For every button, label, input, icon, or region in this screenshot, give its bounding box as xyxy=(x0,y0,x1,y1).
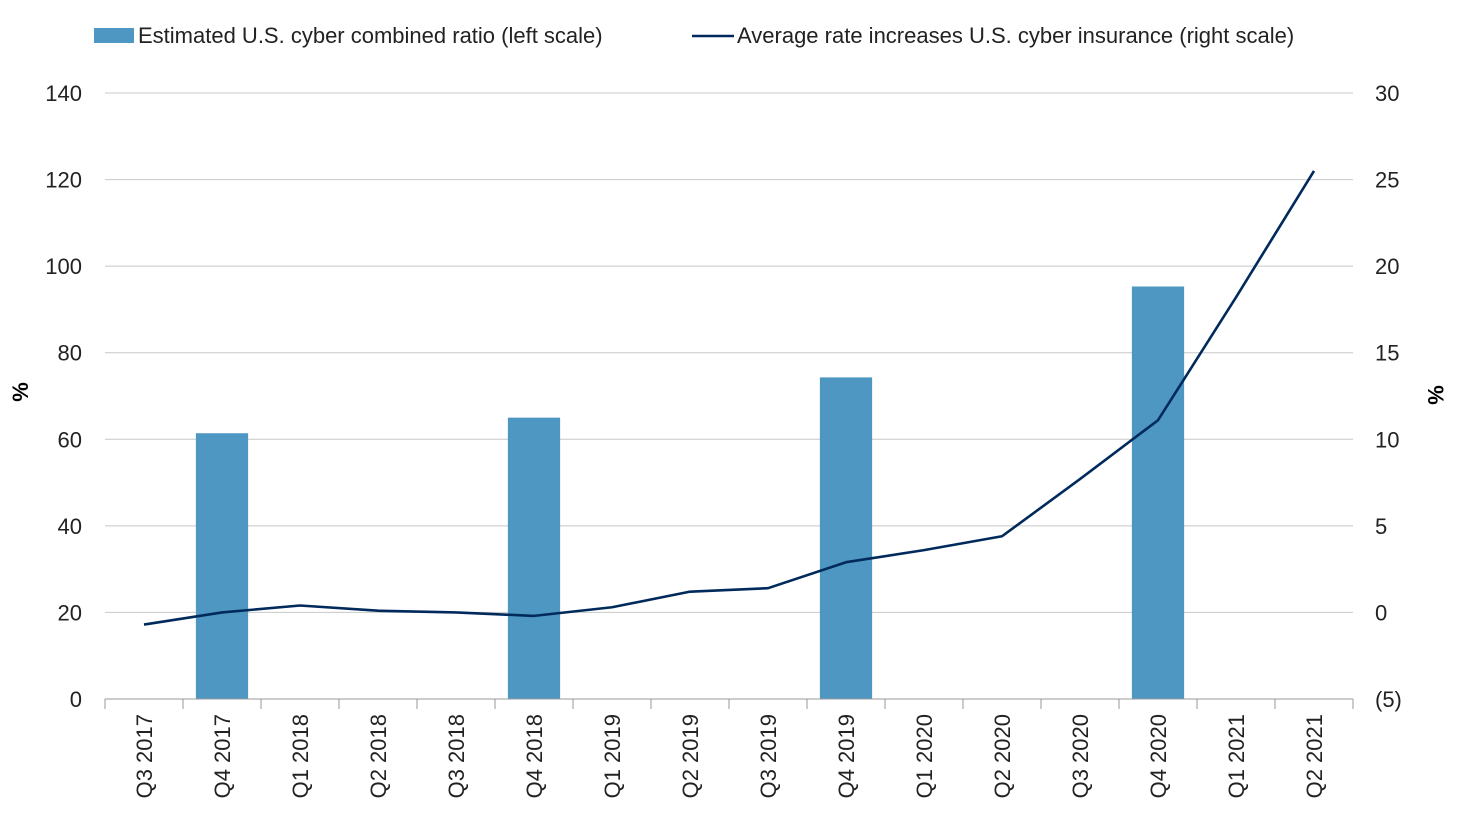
bar-q4-2017 xyxy=(195,433,249,699)
left-tick-label: 40 xyxy=(58,514,82,539)
right-tick-label: (5) xyxy=(1375,687,1402,712)
x-tick-label: Q2 2020 xyxy=(990,714,1015,798)
left-tick-label: 120 xyxy=(45,168,82,193)
x-tick-label: Q4 2020 xyxy=(1146,714,1171,798)
right-tick-label: 5 xyxy=(1375,514,1387,539)
x-tick-label: Q3 2017 xyxy=(132,714,157,798)
x-tick-label: Q4 2017 xyxy=(210,714,235,798)
left-tick-label: 100 xyxy=(45,254,82,279)
x-tick-label: Q1 2021 xyxy=(1224,714,1249,798)
legend-bar-swatch xyxy=(94,28,134,43)
right-axis-title: % xyxy=(1423,385,1448,405)
x-axis xyxy=(104,698,1354,709)
legend-bar-label: Estimated U.S. cyber combined ratio (lef… xyxy=(138,23,603,48)
left-y-axis-ticks: 0 20 40 60 80 100 120 140 xyxy=(45,81,82,712)
right-tick-label: 20 xyxy=(1375,254,1399,279)
right-tick-label: 0 xyxy=(1375,600,1387,625)
x-tick-label: Q1 2020 xyxy=(912,714,937,798)
x-tick-label: Q3 2018 xyxy=(444,714,469,798)
right-tick-label: 25 xyxy=(1375,168,1399,193)
bar-q4-2019 xyxy=(819,377,873,699)
legend-line-label: Average rate increases U.S. cyber insura… xyxy=(737,23,1294,48)
left-tick-label: 0 xyxy=(70,687,82,712)
bar-q4-2018 xyxy=(507,417,561,699)
x-tick-label: Q4 2018 xyxy=(522,714,547,798)
left-tick-label: 80 xyxy=(58,341,82,366)
x-tick-label: Q3 2020 xyxy=(1068,714,1093,798)
x-tick-label: Q4 2019 xyxy=(834,714,859,798)
left-axis-title: % xyxy=(8,382,33,402)
left-tick-label: 60 xyxy=(58,427,82,452)
right-tick-label: 15 xyxy=(1375,341,1399,366)
left-tick-label: 140 xyxy=(45,81,82,106)
bar-q4-2020 xyxy=(1131,286,1185,699)
x-axis-ticks: Q3 2017 Q4 2017 Q1 2018 Q2 2018 Q3 2018 Q4 20… xyxy=(132,714,1327,798)
left-tick-label: 20 xyxy=(58,600,82,625)
x-tick-label: Q3 2019 xyxy=(756,714,781,798)
legend: Estimated U.S. cyber combined ratio (lef… xyxy=(94,23,1294,48)
rate-increase-line xyxy=(143,170,1316,626)
x-tick-label: Q2 2019 xyxy=(678,714,703,798)
bar-series xyxy=(195,286,1185,699)
right-tick-label: 10 xyxy=(1375,427,1399,452)
right-y-axis-ticks: (5) 0 5 10 15 20 25 30 xyxy=(1375,81,1402,712)
x-tick-label: Q2 2021 xyxy=(1302,714,1327,798)
right-tick-label: 30 xyxy=(1375,81,1399,106)
gridlines xyxy=(105,92,1353,613)
x-tick-label: Q1 2018 xyxy=(288,714,313,798)
x-tick-label: Q2 2018 xyxy=(366,714,391,798)
x-tick-label: Q1 2019 xyxy=(600,714,625,798)
line-series xyxy=(143,170,1316,626)
